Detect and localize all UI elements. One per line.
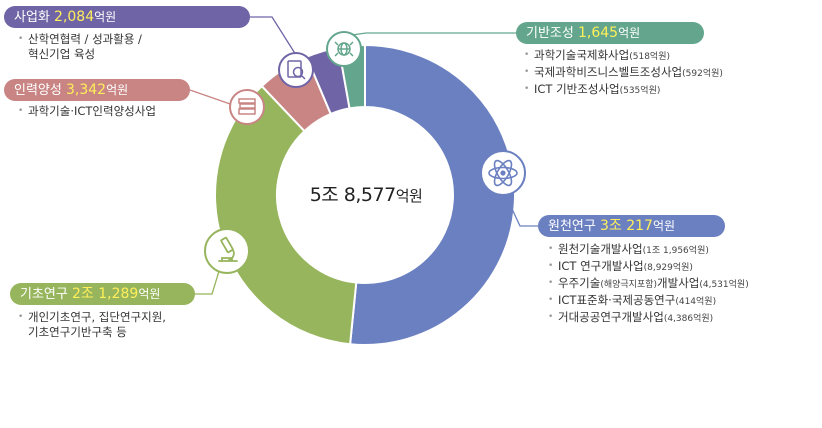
list-item: ICT 연구개발사업(8,929억원) xyxy=(548,259,749,276)
globe-network-icon xyxy=(326,31,362,67)
category-label-manpower: 인력양성 3,342억원 xyxy=(4,79,190,101)
list-item: 과학기술국제화사업(518억원) xyxy=(524,48,723,65)
basic-research-items: 개인기초연구, 집단연구지원,기초연구기반구축 등 xyxy=(18,310,166,340)
list-item: 산학연협력 / 성과활용 /혁신기업 육성 xyxy=(18,32,142,62)
list-item: ICT 기반조성사업(535억원) xyxy=(524,82,723,99)
list-item: 원천기술개발사업(1조 1,956억원) xyxy=(548,242,749,259)
list-item: 거대공공연구개발사업(4,386억원) xyxy=(548,310,749,327)
atom-icon xyxy=(480,150,526,196)
manpower-items: 과학기술·ICT인력양성사업 xyxy=(18,104,156,119)
category-label-commercialization: 사업화 2,084억원 xyxy=(4,6,250,28)
infrastructure-items: 과학기술국제화사업(518억원) 국제과학비즈니스벨트조성사업(592억원) I… xyxy=(524,48,723,99)
list-item: ICT표준화·국제공동연구(414억원) xyxy=(548,293,749,310)
report-search-icon xyxy=(278,52,314,88)
source-research-items: 원천기술개발사업(1조 1,956억원) ICT 연구개발사업(8,929억원)… xyxy=(548,242,749,327)
leader-line xyxy=(504,193,538,227)
microscope-icon xyxy=(204,228,250,274)
leader-line xyxy=(189,89,234,106)
commercialization-items: 산학연협력 / 성과활용 /혁신기업 육성 xyxy=(18,32,142,62)
leader-line xyxy=(250,16,297,56)
donut-slice xyxy=(214,84,358,346)
category-label-source-research: 원천연구 3조 217억원 xyxy=(538,215,725,237)
total-budget: 5조 8,577억원 xyxy=(309,184,423,206)
books-icon xyxy=(229,89,265,125)
donut-slice xyxy=(348,43,516,346)
list-item: 과학기술·ICT인력양성사업 xyxy=(18,104,156,119)
list-item: 우주기술(해양극지포함)개발사업(4,531억원) xyxy=(548,276,749,293)
category-label-basic-research: 기초연구 2조 1,289억원 xyxy=(10,283,195,305)
list-item: 국제과학비즈니스벨트조성사업(592억원) xyxy=(524,65,723,82)
leader-line xyxy=(344,32,516,37)
category-label-infrastructure: 기반조성 1,645억원 xyxy=(516,22,704,44)
leader-line xyxy=(195,267,221,295)
list-item: 개인기초연구, 집단연구지원,기초연구기반구축 등 xyxy=(18,310,166,340)
